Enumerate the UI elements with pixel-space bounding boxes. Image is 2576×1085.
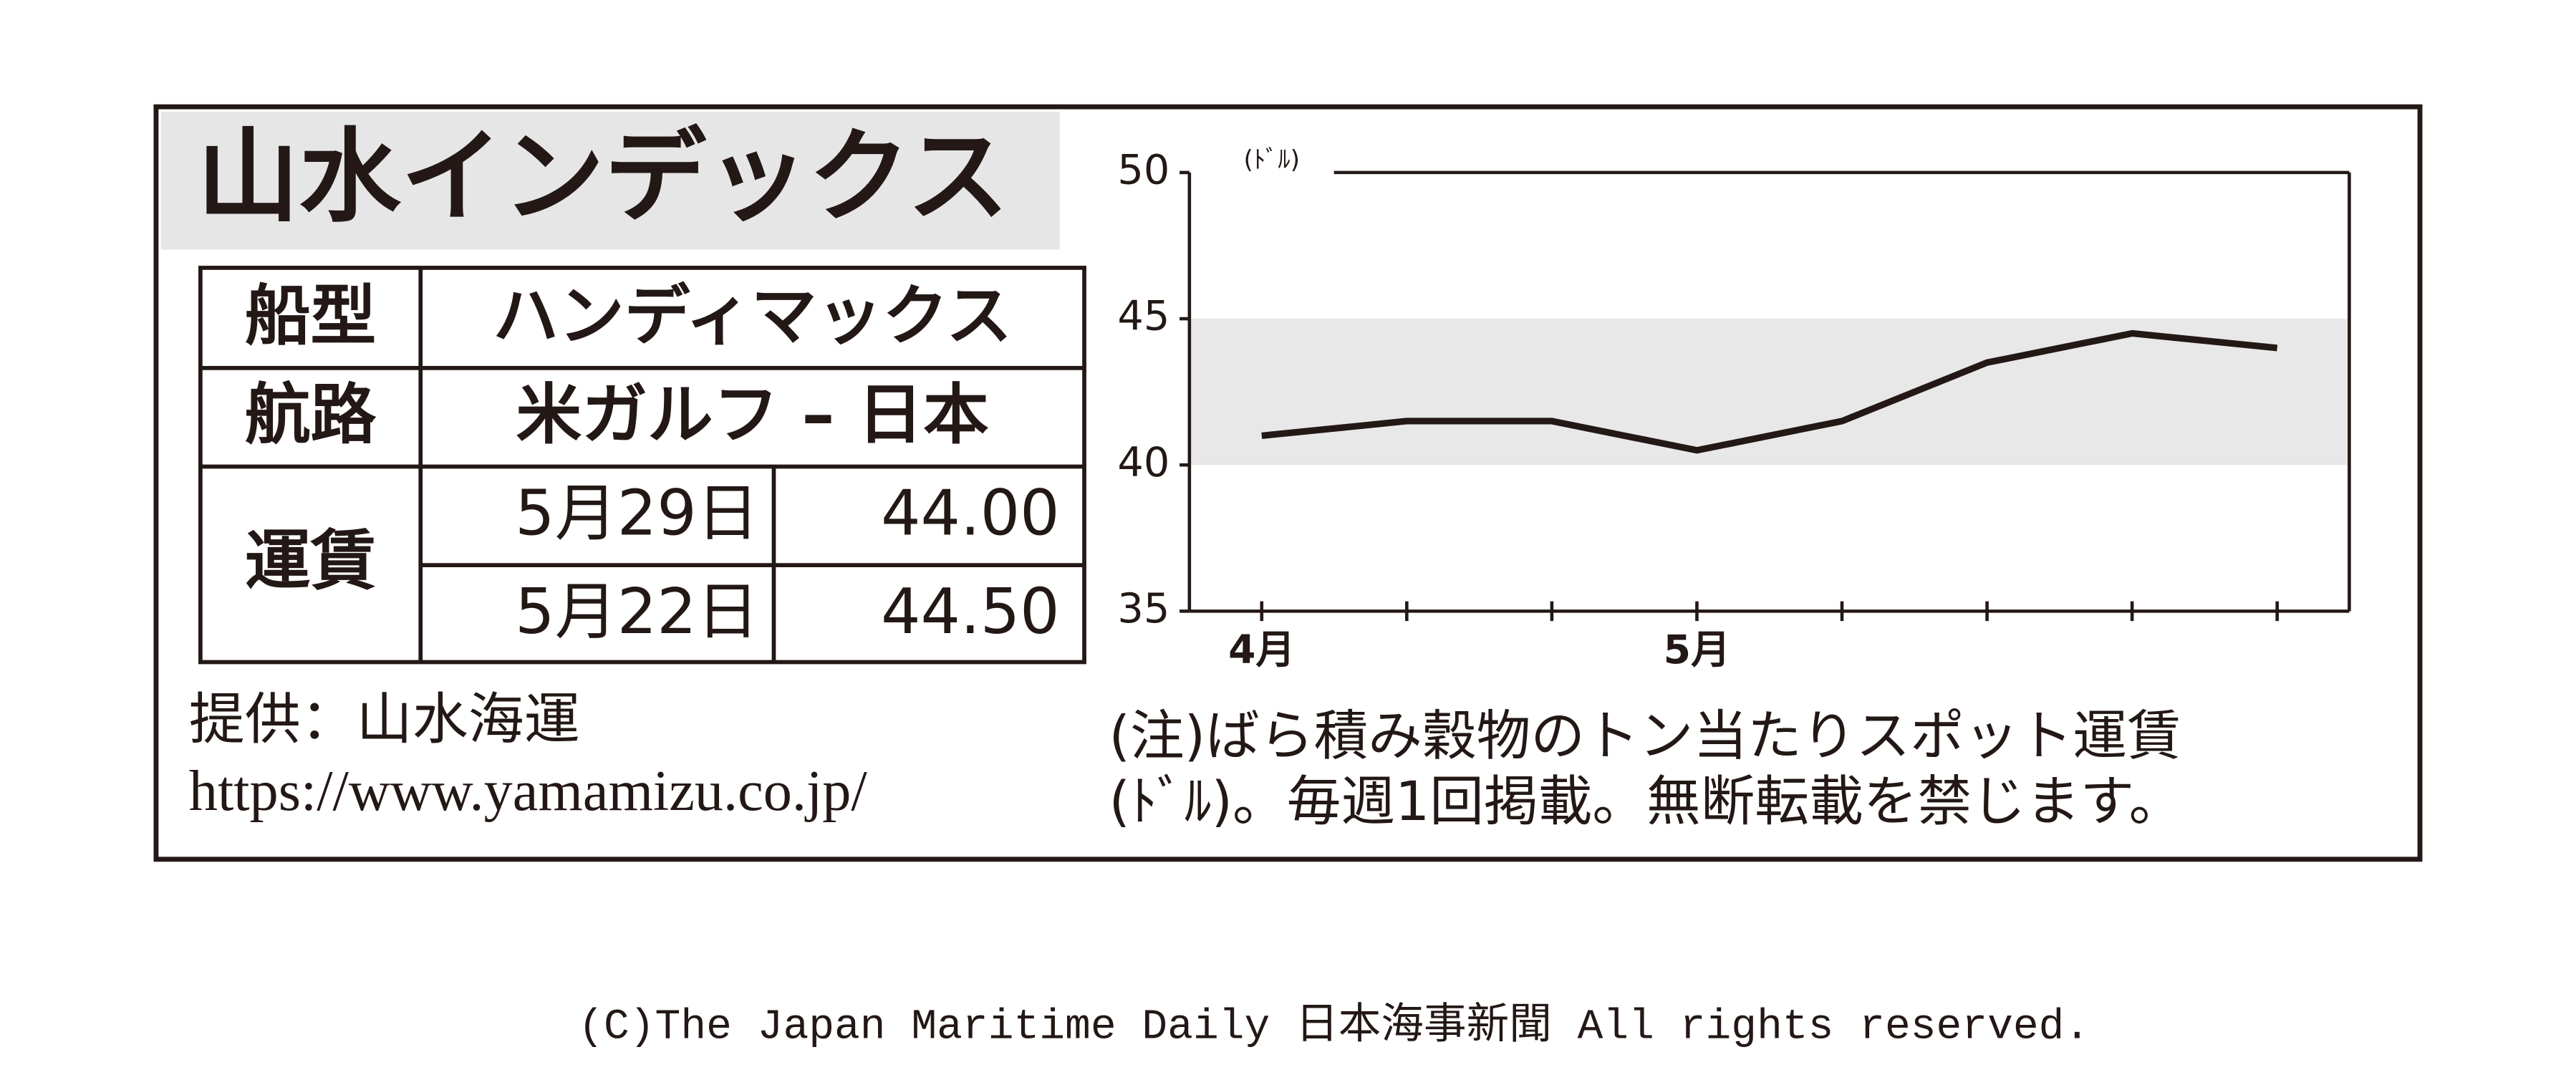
- row-label: 船型: [245, 278, 377, 355]
- y-tick-label: 35: [1117, 584, 1169, 632]
- row-label: 運賃: [245, 523, 377, 599]
- copyright: (C)The Japan Maritime Daily 日本海事新聞 All r…: [578, 1002, 2090, 1051]
- y-tick-label: 45: [1117, 292, 1169, 340]
- provider: 提供：山水海運: [189, 688, 580, 752]
- highlight-band: [1189, 319, 2350, 466]
- title-box: [160, 112, 1060, 250]
- y-tick-label: 40: [1117, 438, 1169, 486]
- y-tick-label: 50: [1117, 146, 1169, 194]
- y-unit: (ﾄﾞﾙ): [1244, 145, 1300, 174]
- row-value: ハンディマックス: [493, 278, 1012, 355]
- chart: (ﾄﾞﾙ) 35 40 45 50 4月 5月: [1117, 145, 2351, 672]
- x-tick-label: 4月: [1228, 627, 1295, 672]
- title: 山水インデックス: [197, 117, 1008, 236]
- url: https://www.yamamizu.co.jp/: [189, 759, 868, 823]
- date: 5月29日: [515, 477, 759, 550]
- x-tick-label: 5月: [1664, 627, 1730, 672]
- line: [1261, 329, 2278, 454]
- frame: [153, 104, 2423, 862]
- note: (ﾄﾞﾙ)。毎週1回掲載。無断転載を禁じます。: [1109, 770, 2183, 833]
- rate: 44.50: [881, 575, 1060, 648]
- date: 5月22日: [515, 575, 759, 648]
- rate: 44.00: [881, 477, 1060, 550]
- note: (注)ばら積み穀物のトン当たりスポット運賃: [1109, 704, 2181, 767]
- row-label: 航路: [245, 376, 377, 453]
- row-value: 米ガルフ – 日本: [516, 376, 990, 453]
- info-table: 船型 ハンディマックス 航路 米ガルフ – 日本 運賃 5月29日 44.00 …: [198, 266, 1086, 665]
